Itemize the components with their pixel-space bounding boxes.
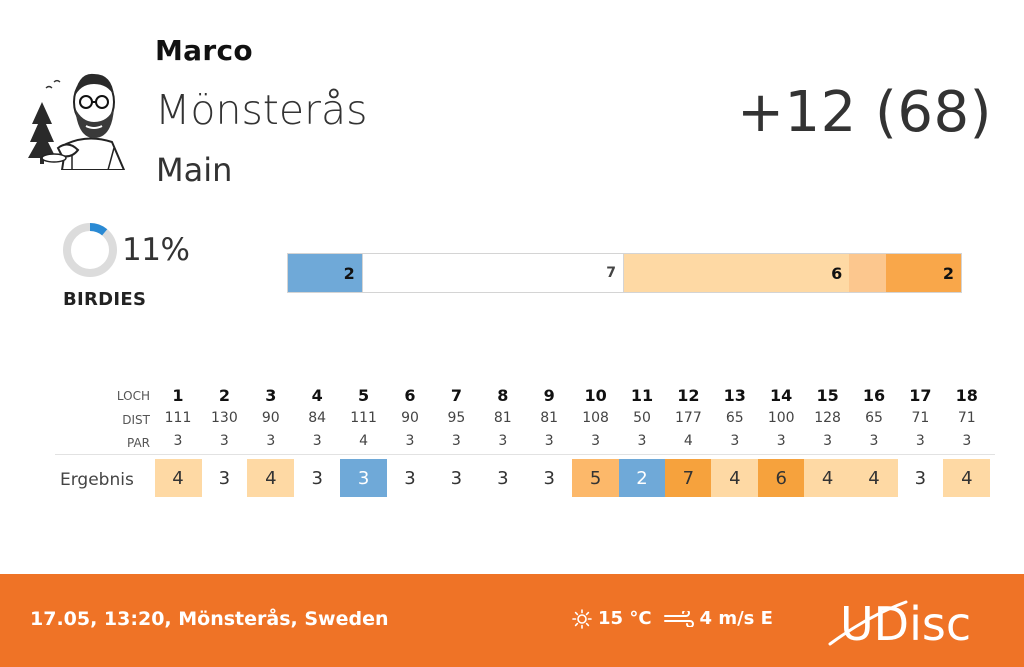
dist-cell-13: 65 (725, 410, 744, 426)
par-cell-6: 3 (405, 433, 415, 449)
hole-cell-17: 17 (909, 386, 932, 405)
result-cell-10: 5 (572, 459, 620, 497)
result-cell-11: 2 (618, 459, 666, 497)
par-cell-14: 3 (776, 433, 786, 449)
hole-cell-8: 8 (497, 386, 509, 405)
result-cell-5: 3 (340, 459, 388, 497)
hole-cell-10: 10 (584, 386, 607, 405)
dist-cell-7: 95 (447, 410, 466, 426)
result-row-label: Ergebnis (60, 470, 134, 490)
bogey-segment: 6 (624, 254, 850, 292)
result-cell-6: 3 (404, 467, 416, 489)
par-cell-5: 4 (359, 433, 369, 449)
par-cell-2: 3 (219, 433, 229, 449)
hole-cell-6: 6 (404, 386, 416, 405)
row-label-par: PAR (126, 436, 150, 450)
hole-cell-14: 14 (770, 386, 793, 405)
row-label-dist: DIST (122, 413, 150, 427)
player-avatar (28, 73, 126, 170)
result-cell-13: 4 (711, 459, 759, 497)
par-cell-16: 3 (869, 433, 879, 449)
result-cell-17: 3 (914, 467, 927, 489)
temperature: 15 °C (598, 608, 652, 629)
hole-cell-1: 1 (172, 386, 184, 405)
sun-icon (572, 608, 592, 629)
par-cell-4: 3 (312, 433, 322, 449)
birdie-segment: 2 (288, 254, 362, 292)
par-cell-15: 3 (823, 433, 833, 449)
row-label-hole: LOCH (116, 389, 150, 403)
result-cell-7: 3 (450, 467, 463, 489)
scorecard-divider (55, 454, 995, 455)
score-distribution-bar: 2 7 6 2 (287, 253, 962, 293)
par-cell-10: 3 (591, 433, 601, 449)
dist-cell-4: 84 (308, 410, 327, 426)
result-cell-14: 6 (757, 459, 805, 497)
birdie-percentage: 11% (122, 232, 190, 268)
round-info: 17.05, 13:20, Mönsterås, Sweden (30, 608, 389, 630)
dist-cell-10: 108 (582, 410, 609, 426)
par-cell-12: 4 (683, 433, 693, 449)
hole-cell-18: 18 (955, 386, 978, 405)
hole-cell-15: 15 (816, 386, 839, 405)
result-cell-12: 7 (664, 459, 712, 497)
par-cell-1: 3 (173, 433, 183, 449)
result-cell-18: 4 (943, 459, 991, 497)
par-cell-11: 3 (637, 433, 647, 449)
par-cell-18: 3 (962, 433, 972, 449)
par-cell-17: 3 (915, 433, 925, 449)
par-cell-3: 3 (266, 433, 276, 449)
par-cell-8: 3 (498, 433, 508, 449)
birdies-label: BIRDIES (63, 289, 147, 310)
hole-cell-9: 9 (543, 386, 555, 405)
total-score: +12 (68) (737, 80, 992, 145)
weather-info: 15 °C 4 m/s E (572, 608, 773, 629)
result-cell-4: 3 (311, 467, 323, 489)
hole-cell-7: 7 (450, 386, 462, 405)
hole-cell-4: 4 (311, 386, 323, 405)
dist-cell-18: 71 (957, 410, 976, 426)
dist-cell-2: 130 (211, 410, 238, 426)
par-cell-13: 3 (730, 433, 740, 449)
triple-bogey-segment: 2 (886, 254, 961, 292)
birdie-percentage-donut (63, 223, 117, 277)
dist-cell-5: 111 (350, 410, 377, 426)
dist-cell-6: 90 (401, 410, 419, 426)
layout-name: Main (156, 151, 233, 189)
hole-cell-16: 16 (862, 386, 886, 405)
result-cell-2: 3 (218, 467, 231, 489)
course-name: Mönsterås (155, 86, 368, 134)
result-cell-9: 3 (543, 467, 555, 489)
dist-cell-14: 100 (767, 410, 795, 426)
par-cell-7: 3 (451, 433, 461, 449)
result-cell-1: 4 (154, 459, 202, 497)
wind-icon (663, 610, 694, 627)
dist-cell-1: 111 (164, 410, 192, 426)
hole-cell-11: 11 (630, 386, 654, 405)
udisc-logo: UDisc (828, 597, 971, 650)
result-cell-16: 4 (850, 459, 898, 497)
dist-cell-8: 81 (493, 410, 512, 426)
hole-cell-2: 2 (218, 386, 230, 405)
result-cell-15: 4 (804, 459, 852, 497)
hole-cell-5: 5 (358, 386, 370, 405)
dist-cell-3: 90 (261, 410, 280, 426)
result-cell-8: 3 (497, 467, 509, 489)
par-cell-9: 3 (544, 433, 554, 449)
hole-cell-12: 12 (677, 386, 700, 405)
dist-cell-9: 81 (540, 410, 559, 426)
result-cell-3: 4 (247, 459, 295, 497)
dist-cell-15: 128 (814, 410, 841, 426)
hole-cell-3: 3 (265, 386, 277, 405)
hole-cell-13: 13 (723, 386, 746, 405)
double-bogey-segment (849, 254, 887, 292)
dist-cell-12: 177 (675, 410, 702, 426)
dist-cell-17: 71 (911, 410, 930, 426)
dist-cell-11: 50 (633, 410, 651, 426)
dist-cell-16: 65 (865, 410, 883, 426)
footer-bar: 17.05, 13:20, Mönsterås, Sweden 15 °C 4 … (0, 574, 1024, 667)
player-name: Marco (155, 34, 253, 67)
par-segment: 7 (361, 254, 624, 292)
wind: 4 m/s E (699, 608, 773, 629)
